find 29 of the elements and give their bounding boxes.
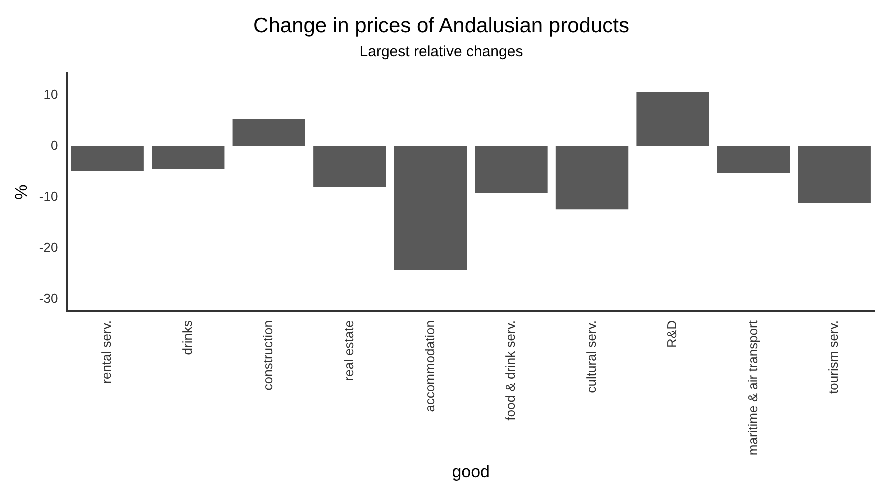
y-tick-label: -10 — [39, 189, 58, 204]
x-tick-label: construction — [260, 320, 276, 391]
bar — [717, 146, 790, 174]
bar — [71, 146, 144, 171]
bar — [394, 146, 468, 270]
bar — [798, 146, 871, 204]
y-tick-label: 10 — [44, 87, 58, 102]
x-tick-label: drinks — [180, 320, 195, 356]
y-tick-label: -20 — [39, 240, 58, 255]
chart-subtitle: Largest relative changes — [360, 43, 524, 60]
x-tick-label: food & drink serv. — [503, 320, 518, 421]
bar — [556, 146, 629, 210]
bar — [152, 146, 225, 170]
x-axis-title: good — [452, 462, 490, 482]
bar — [314, 146, 386, 188]
x-tick-label: cultural serv. — [584, 320, 599, 394]
y-axis-title: % — [12, 184, 31, 200]
x-tick-label: rental serv. — [99, 320, 114, 384]
x-tick-label: real estate — [342, 320, 356, 382]
bar — [636, 92, 710, 147]
chart-title: Change in prices of Andalusian products — [254, 14, 630, 38]
x-tick-label: R&D — [664, 320, 680, 348]
x-tick-label: tourism serv. — [826, 320, 842, 394]
bar — [232, 120, 306, 147]
y-tick-label: -30 — [39, 290, 58, 306]
x-tick-label: accommodation — [422, 320, 438, 412]
bar — [475, 146, 548, 194]
y-tick-label: 0 — [50, 138, 58, 154]
x-tick-label: maritime & air transport — [745, 320, 760, 456]
